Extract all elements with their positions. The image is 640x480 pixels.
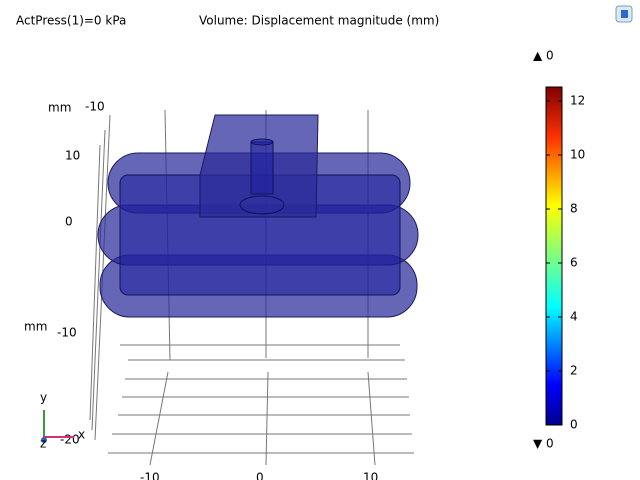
view-icon-glyph xyxy=(621,10,628,18)
triad-label: y xyxy=(40,391,47,405)
triad-label: z xyxy=(40,437,46,451)
axis-tick-label: -20 xyxy=(60,433,80,447)
axis-unit: mm xyxy=(24,320,47,334)
axis-tick-label: -10 xyxy=(57,326,77,340)
colorbar-tick-label: 2 xyxy=(570,364,578,378)
colorbar-min: ▼ 0 xyxy=(533,437,554,451)
axis-tick-label: 0 xyxy=(65,215,73,229)
colorbar xyxy=(545,86,563,426)
colorbar-max: ▲ 0 xyxy=(533,49,554,63)
colorbar-ticks: 12 10 8 6 4 2 0 xyxy=(546,94,585,432)
axis-tick-label: 10 xyxy=(363,471,378,480)
colorbar-tick-label: 10 xyxy=(570,148,585,162)
axis-unit: mm xyxy=(48,101,71,115)
parameter-label: ActPress(1)=0 kPa xyxy=(16,14,126,28)
axis-tick-label: -10 xyxy=(140,471,160,480)
axis-tick-label: 10 xyxy=(65,149,80,163)
axis-tick-label: 0 xyxy=(256,471,264,480)
model-geometry xyxy=(97,114,419,318)
axis-triad xyxy=(41,410,74,443)
triad-label: x xyxy=(78,428,85,442)
colorbar-tick-label: 6 xyxy=(570,256,578,270)
colorbar-tick-label: 8 xyxy=(570,202,578,216)
axis-tick-label: -10 xyxy=(85,100,105,114)
colorbar-tick-label: 0 xyxy=(570,418,578,432)
colorbar-tick-label: 4 xyxy=(570,310,578,324)
colorbar-tick-label: 12 xyxy=(570,94,585,108)
plot-title: Volume: Displacement magnitude (mm) xyxy=(199,14,439,28)
